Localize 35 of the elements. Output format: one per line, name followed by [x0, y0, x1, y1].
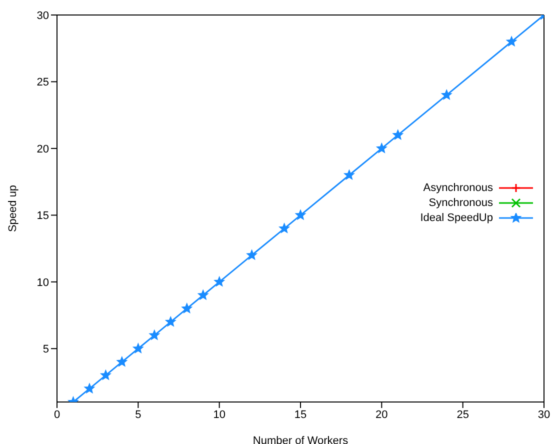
legend-label: Synchronous: [428, 196, 493, 208]
x-tick-label: 20: [376, 408, 388, 421]
point: [100, 370, 111, 380]
legend-label: Ideal SpeedUp: [420, 212, 493, 224]
point: [344, 170, 354, 180]
point: [165, 316, 176, 326]
point: [392, 130, 404, 140]
x-tick-label: 30: [538, 408, 550, 421]
point: [198, 290, 208, 300]
point: [116, 356, 128, 366]
point: [246, 250, 257, 260]
legend-label: Asynchronous: [423, 182, 493, 194]
x-tick-label: 10: [213, 408, 226, 421]
point: [182, 303, 192, 314]
y-tick-label: 10: [36, 276, 49, 289]
x-tick-label: 0: [54, 408, 60, 421]
point: [84, 383, 95, 394]
point: [133, 343, 144, 354]
point: [149, 330, 160, 340]
y-tick-label: 30: [36, 10, 49, 22]
point: [506, 36, 517, 46]
point: [295, 210, 306, 220]
point: [376, 143, 387, 153]
y-tick-label: 25: [36, 76, 49, 89]
x-axis-title: Number of Workers: [252, 435, 349, 444]
point: [441, 90, 452, 100]
y-tick-label: 20: [36, 143, 49, 156]
x-tick-label: 15: [294, 408, 307, 421]
y-tick-label: 15: [36, 210, 49, 222]
x-tick-label: 25: [456, 408, 469, 421]
point: [214, 276, 224, 286]
x-tick-label: 5: [135, 408, 142, 421]
y-tick-label: 5: [42, 344, 49, 356]
point: [279, 223, 290, 233]
y-axis-title: Speed up: [6, 184, 19, 232]
